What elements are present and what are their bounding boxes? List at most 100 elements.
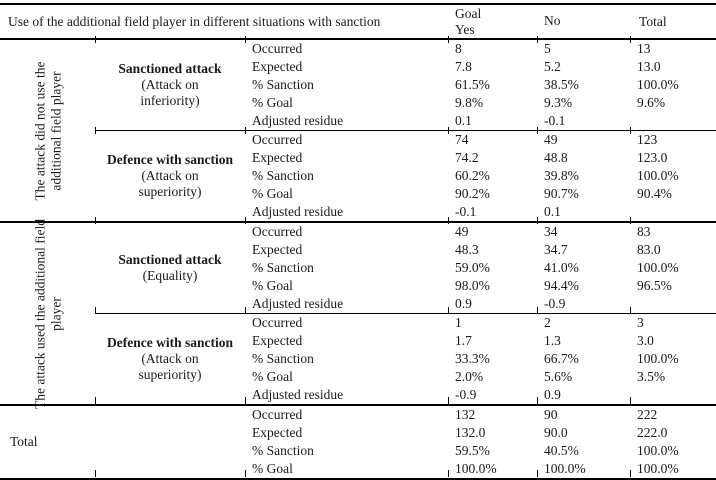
value-cell: 132.0 [455, 425, 486, 440]
column-tick-mark [448, 127, 449, 134]
table-row: % Sanction 60.2% 39.8% 100.0% [0, 167, 716, 185]
value-cell: 74 [455, 132, 469, 147]
block-context: (Attack on superiority) [138, 351, 202, 382]
column-tick-mark [630, 397, 631, 404]
column-tick-mark [95, 217, 96, 224]
table-row: % Sanction 61.5% 38.5% 100.0% [0, 76, 716, 94]
stat-label: % Sanction [252, 168, 314, 183]
col-header-yes: Yes [455, 21, 475, 37]
col-header-goal: Goal Yes [448, 4, 538, 40]
stat-label: Occurred [252, 224, 303, 239]
column-tick-mark [245, 470, 246, 477]
value-cell: 83 [637, 224, 651, 239]
column-tick-mark [245, 397, 246, 404]
value-cell: 100.0% [637, 461, 679, 476]
stat-label: Expected [252, 333, 303, 348]
value-cell: 98.0% [455, 278, 490, 293]
column-tick-mark [95, 397, 96, 404]
value-cell: 90.0 [544, 425, 568, 440]
value-cell [630, 112, 716, 131]
table-row: % Goal 98.0% 94.4% 96.5% [0, 277, 716, 295]
value-cell: 3.0 [637, 333, 654, 348]
column-tick-mark [537, 397, 538, 404]
column-tick-mark [245, 307, 246, 314]
table-row: Adjusted residue -0.9 0.9 [0, 386, 716, 406]
value-cell: 100.0% [637, 260, 679, 275]
value-cell: 74.2 [455, 150, 479, 165]
column-tick-mark [448, 307, 449, 314]
block-context: (Equality) [142, 268, 198, 283]
column-tick-mark [537, 36, 538, 43]
value-cell: 100.0% [637, 168, 679, 183]
value-cell: 100.0% [637, 77, 679, 92]
stat-label: Occurred [252, 315, 303, 330]
table-row: Adjusted residue -0.1 0.1 [0, 203, 716, 223]
value-cell: 100.0% [637, 443, 679, 458]
stat-label: % Goal [252, 186, 293, 201]
stat-label: Occurred [252, 132, 303, 147]
value-cell: 123.0 [637, 150, 668, 165]
value-cell: 9.3% [544, 95, 573, 110]
stat-label: Adjusted residue [245, 295, 449, 314]
value-cell: 41.0% [544, 260, 579, 275]
column-tick-mark [630, 307, 631, 314]
column-tick-mark [245, 127, 246, 134]
group-label-did-not-use: The attack did not use the additional fi… [0, 39, 95, 223]
table-row: The attack did not use the additional fi… [0, 39, 716, 223]
value-cell: 100.0% [544, 461, 586, 476]
value-cell: 9.8% [455, 95, 484, 110]
table-row: % Goal 100.0% 100.0% 100.0% [0, 460, 716, 479]
table-row: Expected 74.2 48.8 123.0 [0, 149, 716, 167]
value-cell: 8 [455, 41, 462, 56]
table-title: Use of the additional field player in di… [0, 4, 449, 40]
crosstab-table: Use of the additional field player in di… [0, 3, 716, 480]
table-row: Total Occurred 132 90 222 [0, 405, 716, 449]
value-cell: 90.7% [544, 186, 579, 201]
column-tick-mark [245, 36, 246, 43]
table-row: Expected 48.3 34.7 83.0 [0, 241, 716, 259]
value-cell: 3 [637, 315, 644, 330]
block-label-defence-with-sanction-superiority: Defence with sanction (Attack on superio… [95, 130, 245, 223]
stat-label: % Goal [252, 461, 293, 476]
stat-label: % Sanction [252, 77, 314, 92]
block-name: Sanctioned attack [118, 61, 222, 76]
column-tick-mark [448, 217, 449, 224]
value-cell: 132 [455, 407, 476, 422]
column-tick-mark [630, 36, 631, 43]
block-name: Defence with sanction [107, 152, 233, 167]
value-cell: 100.0% [637, 351, 679, 366]
value-cell: 48.3 [455, 242, 479, 257]
col-header-goal-label: Goal [455, 5, 482, 21]
stat-label: Adjusted residue [245, 112, 449, 131]
stat-label: % Sanction [252, 443, 314, 458]
value-cell: 1.7 [455, 333, 472, 348]
value-cell: 40.5% [544, 443, 579, 458]
value-cell: 33.3% [455, 351, 490, 366]
table-row: % Goal 2.0% 5.6% 3.5% [0, 368, 716, 386]
value-cell: 96.5% [637, 278, 672, 293]
value-cell: -0.1 [537, 112, 631, 131]
column-tick-mark [95, 470, 96, 477]
block-name: Defence with sanction [107, 335, 233, 350]
value-cell: 66.7% [544, 351, 579, 366]
value-cell: 13.0 [637, 59, 661, 74]
value-cell: 61.5% [455, 77, 490, 92]
value-cell: 222.0 [637, 425, 668, 440]
value-cell: 5.6% [544, 369, 573, 384]
group-label-used-text: The attack used the additional field pla… [32, 218, 63, 409]
column-tick-mark [630, 127, 631, 134]
table-row: % Goal 9.8% 9.3% 9.6% [0, 94, 716, 112]
block-label-sanctioned-attack-inferiority: Sanctioned attack (Attack on inferiority… [95, 39, 245, 131]
stat-label: Occurred [252, 41, 303, 56]
value-cell: 7.8 [455, 59, 472, 74]
column-tick-mark [448, 36, 449, 43]
value-cell: 34.7 [544, 242, 568, 257]
value-cell: 9.6% [637, 95, 666, 110]
column-tick-mark [537, 307, 538, 314]
stat-label: % Goal [252, 278, 293, 293]
table-row: Defence with sanction (Attack on superio… [0, 313, 716, 406]
value-cell: 100.0% [455, 461, 497, 476]
column-tick-mark [537, 470, 538, 477]
value-cell: 90.4% [637, 186, 672, 201]
